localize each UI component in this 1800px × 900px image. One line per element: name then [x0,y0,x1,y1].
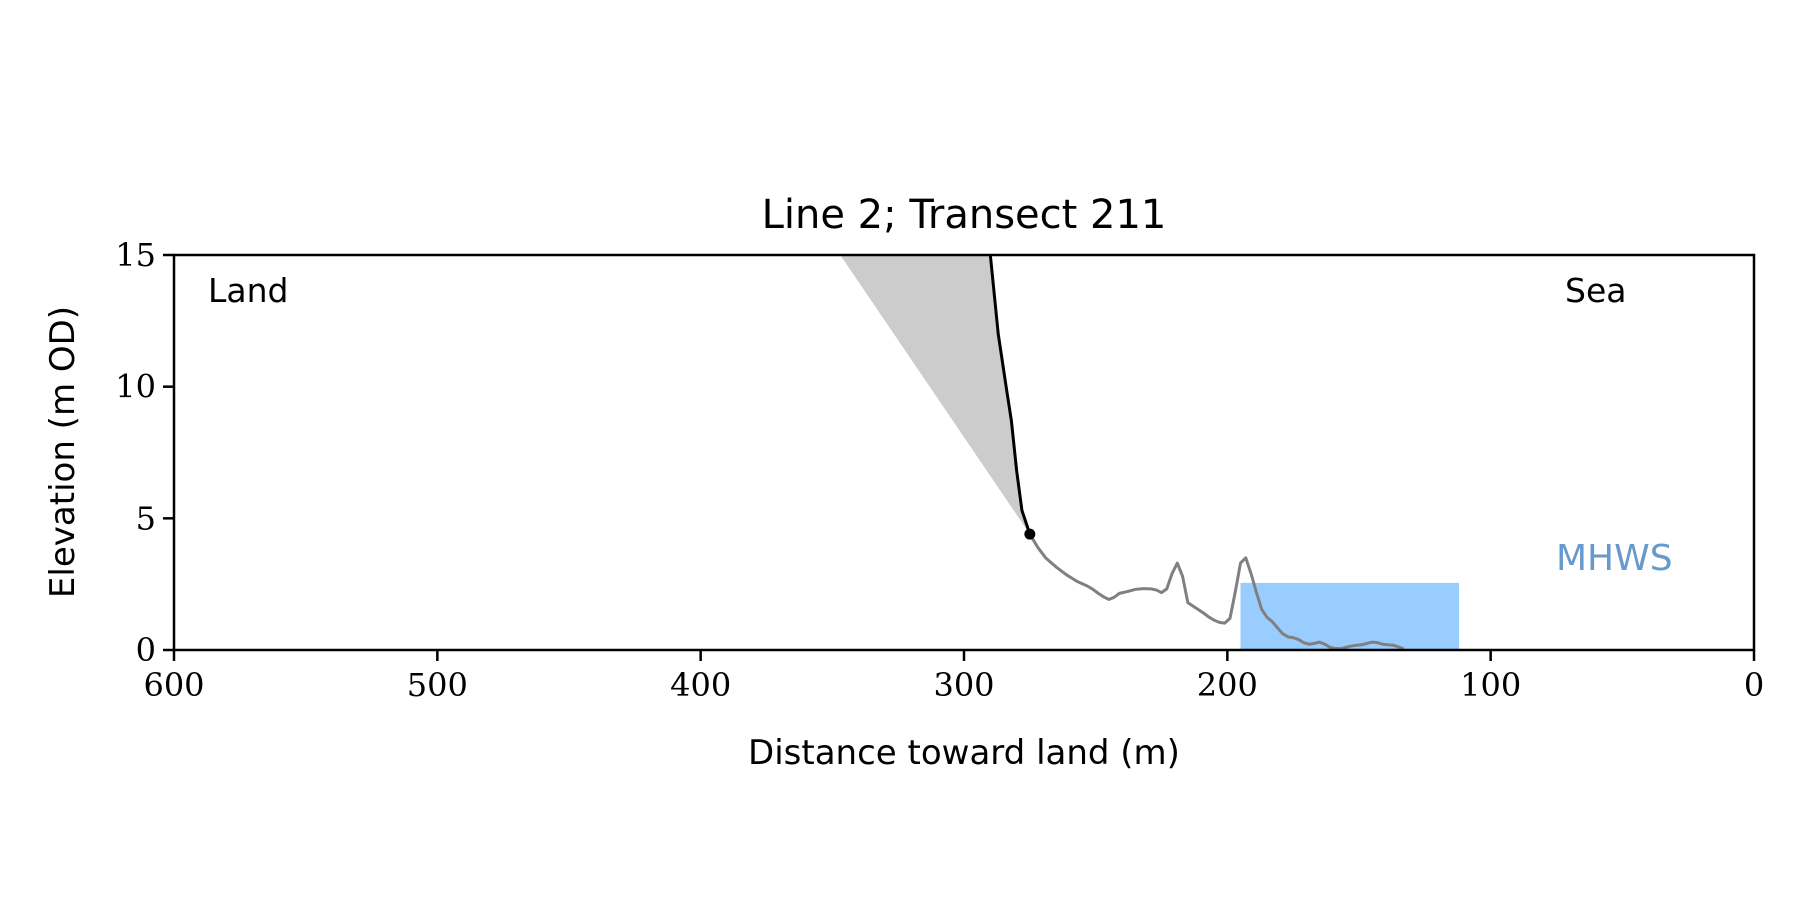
y-tick-label: 10 [115,368,156,406]
mhws-annotation: MHWS [1556,538,1673,579]
cliff-wedge [840,255,1030,535]
x-tick-label: 500 [407,666,468,704]
land-annotation: Land [208,271,288,310]
x-tick-label: 0 [1744,666,1764,704]
x-tick-label: 100 [1460,666,1521,704]
cliff-toe-point [1024,528,1036,540]
sea-annotation: Sea [1565,271,1626,310]
mhws-rect [1240,582,1460,650]
x-tick-label: 400 [670,666,731,704]
y-axis-label: Elevation (m OD) [43,306,83,598]
cliff-line [988,254,1032,535]
x-tick-label: 600 [143,666,204,704]
y-tick-label: 0 [136,631,156,669]
plot-area [840,254,1460,651]
x-axis-label: Distance toward land (m) [748,733,1180,773]
axis-ticks: 600 500 400 300 200 100 0 0 5 10 15 [115,236,1764,704]
chart-title: Line 2; Transect 211 [762,192,1167,238]
y-tick-label: 15 [115,236,156,274]
x-tick-label: 200 [1197,666,1258,704]
x-tick-label: 300 [933,666,994,704]
beach-profile-line [1028,533,1405,651]
y-tick-label: 5 [136,499,156,537]
